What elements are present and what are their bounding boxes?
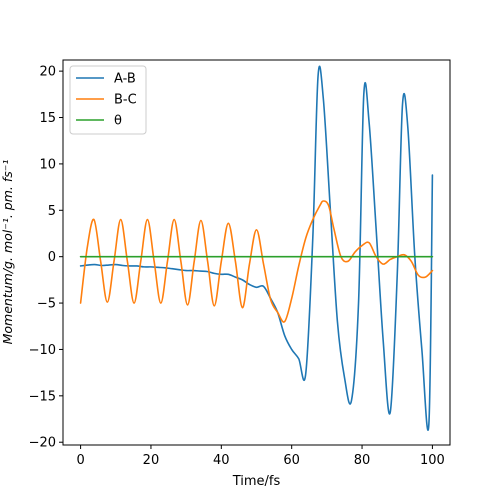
y-tick-label: 20 [39, 65, 56, 80]
x-tick-label: 100 [420, 453, 445, 468]
plot-frame [62, 59, 451, 446]
ticks-layer: 0 20 40 60 80 100 −20 −15 −10 −5 0 5 10 15 20 [29, 65, 445, 468]
x-tick-label: 60 [283, 453, 300, 468]
y-tick-label: −15 [29, 389, 56, 404]
y-tick-label: −5 [37, 297, 56, 312]
x-tick-label: 0 [76, 453, 84, 468]
plot-layer [79, 65, 434, 431]
y-tick-label: −20 [29, 436, 56, 451]
x-axis-title: Time/fs [232, 474, 281, 489]
x-tick-label: 40 [213, 453, 230, 468]
legend-items: A-B B-C θ [76, 72, 137, 129]
y-tick-label: 15 [39, 111, 56, 126]
legend-label-1: A-B [114, 72, 136, 87]
x-tick-label: 80 [354, 453, 371, 468]
y-tick-label: 10 [39, 157, 56, 172]
series-line-2 [79, 200, 434, 323]
y-axis-title: Momentum/g. mol⁻¹. pm. fs⁻¹ [0, 160, 15, 345]
y-tick-label: 5 [48, 204, 56, 219]
legend-box [69, 65, 147, 135]
y-tick-label: −10 [29, 343, 56, 358]
series-line-1 [79, 65, 434, 431]
legend-label-2: B-C [114, 93, 137, 108]
legend: A-B B-C θ [69, 65, 147, 135]
y-tick-label: 0 [48, 250, 56, 265]
x-tick-label: 20 [143, 453, 160, 468]
legend-label-3: θ [114, 114, 122, 129]
